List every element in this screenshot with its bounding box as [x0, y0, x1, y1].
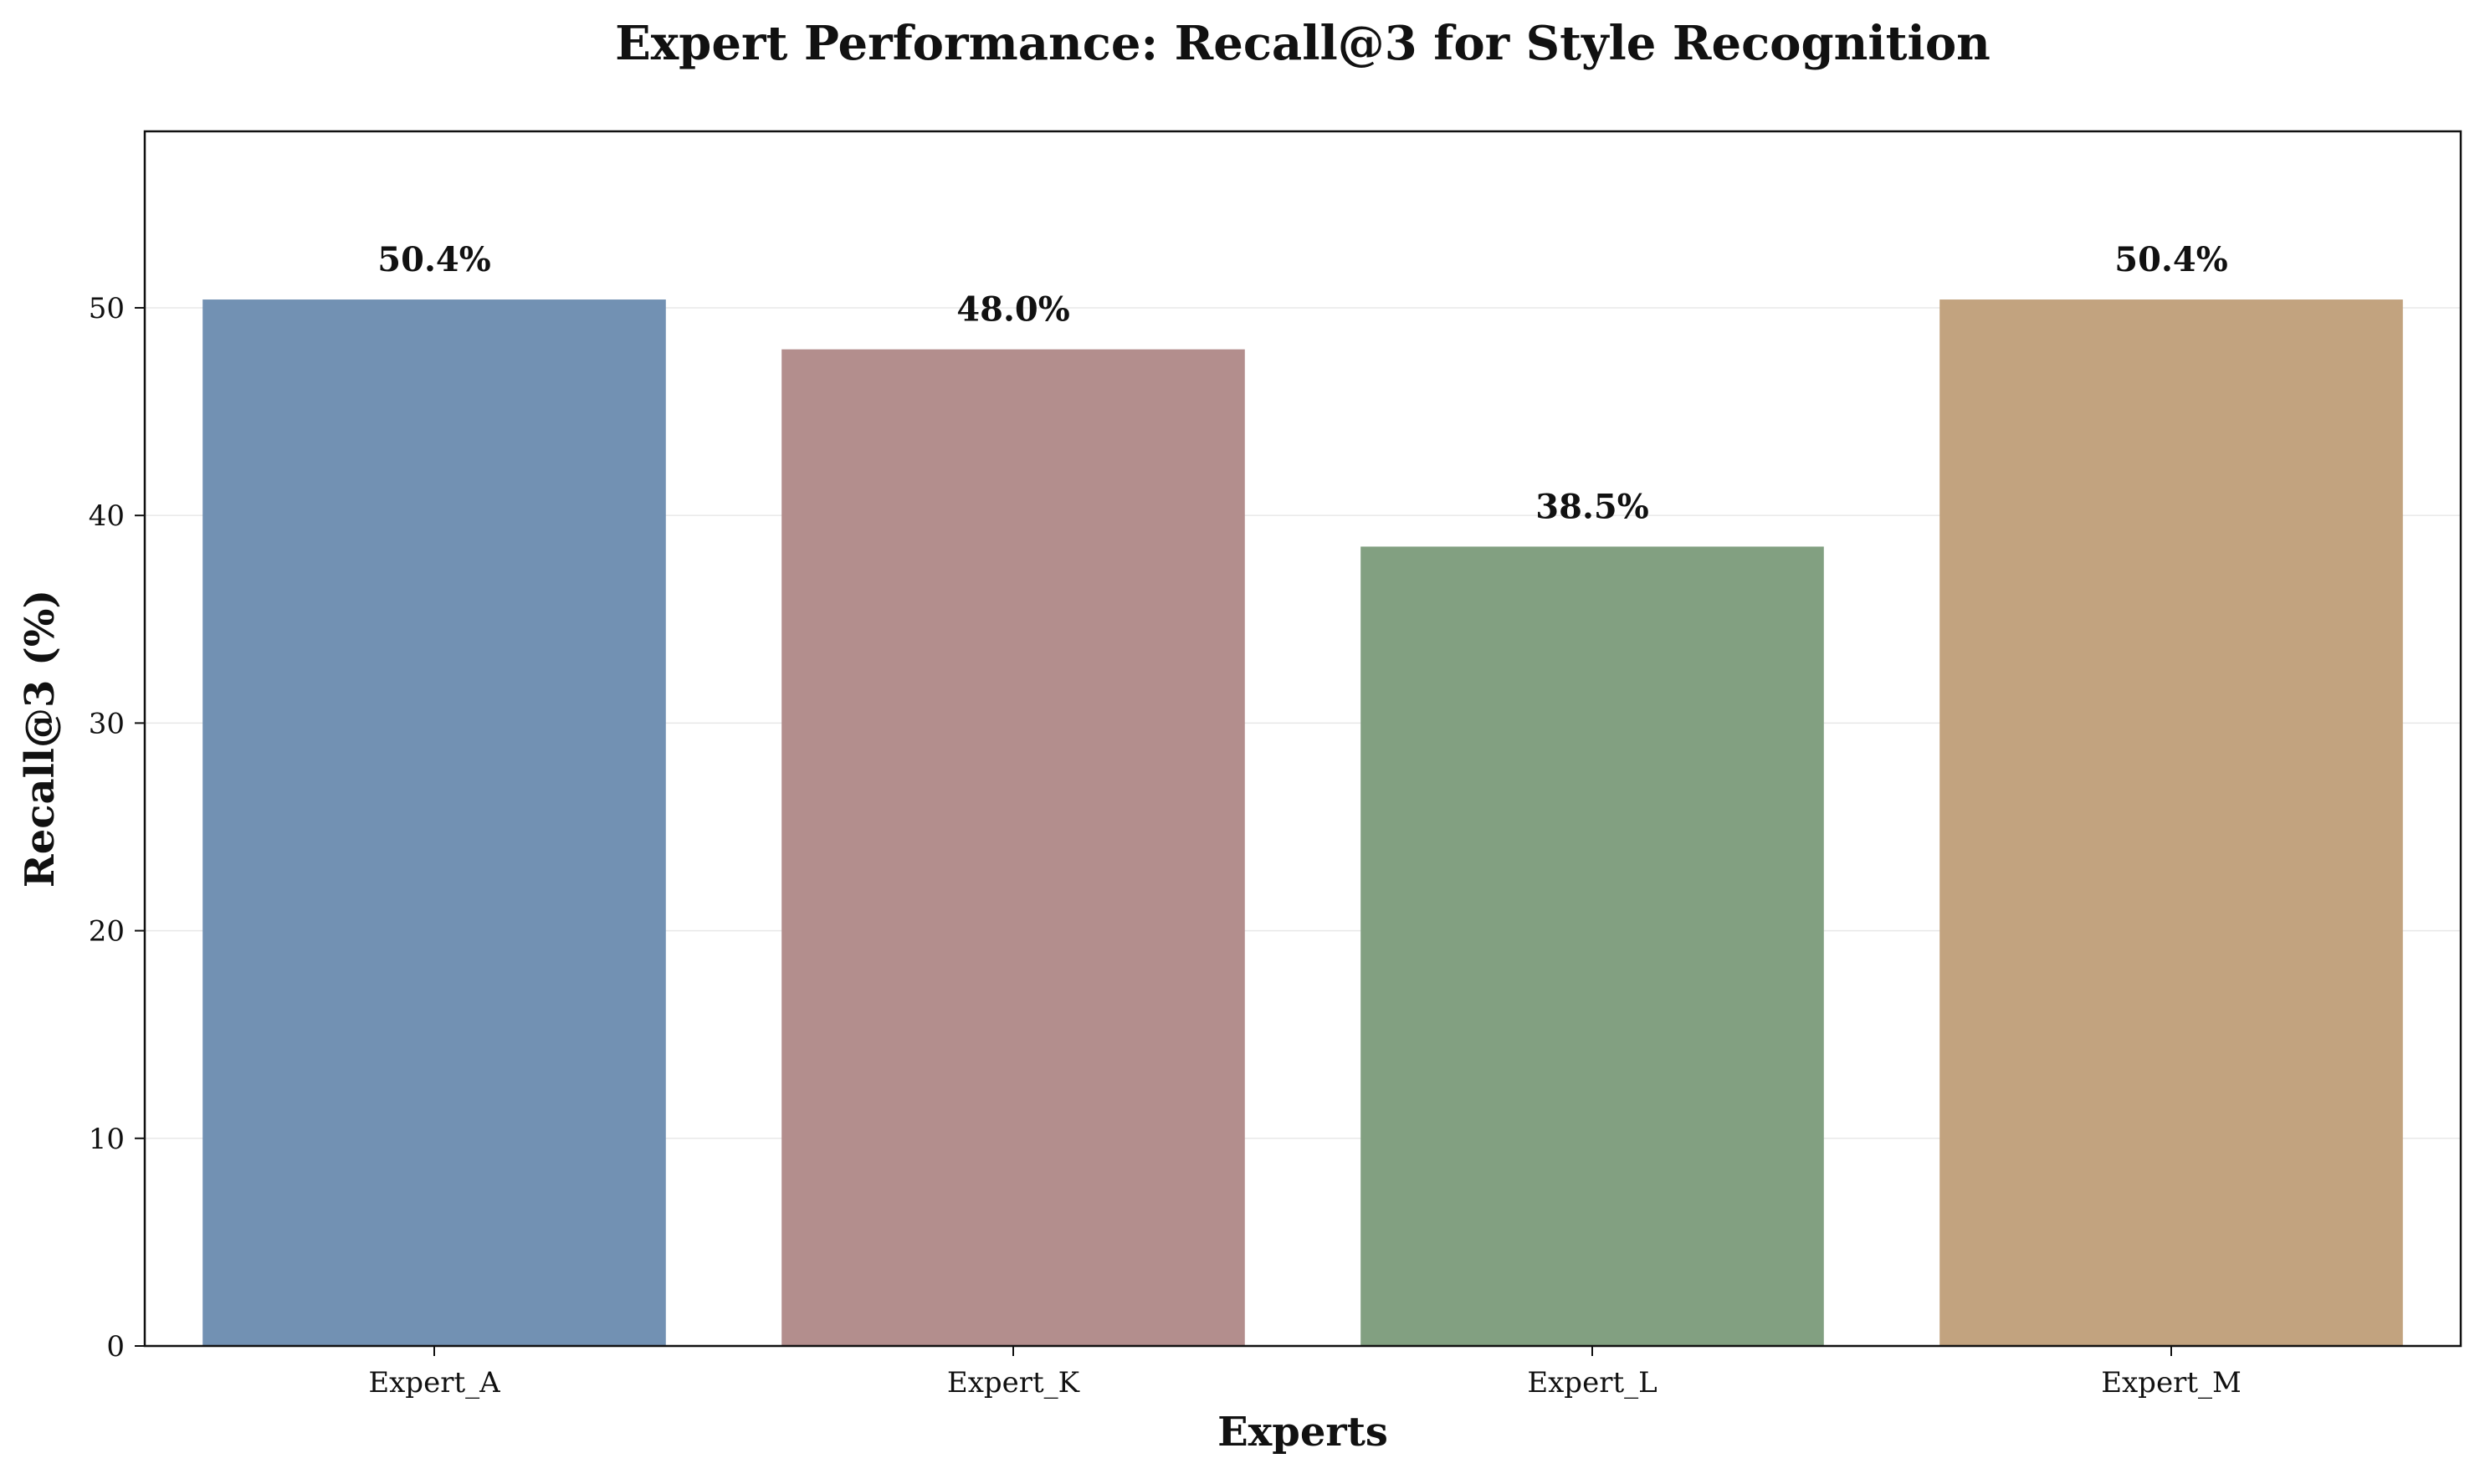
y-tick-label: 20 [89, 915, 125, 949]
y-tick-label: 0 [106, 1330, 125, 1364]
data-label: 48.0% [956, 290, 1069, 330]
data-labels: 50.4% 48.0% 38.5% 50.4% [377, 240, 2227, 526]
data-label: 50.4% [377, 240, 490, 279]
bar-expert-l [1360, 546, 1824, 1346]
x-tick-label: Expert_A [368, 1366, 500, 1400]
chart-title: Expert Performance: Recall@3 for Style R… [615, 16, 1991, 71]
data-label: 38.5% [1535, 487, 1648, 526]
bar-expert-m [1939, 299, 2403, 1346]
bars [202, 299, 2403, 1347]
y-tick-label: 10 [89, 1123, 125, 1156]
y-tick-label: 30 [89, 707, 125, 740]
x-tick-label: Expert_M [2101, 1366, 2242, 1400]
x-tick-label: Expert_L [1527, 1366, 1657, 1400]
y-tick-label: 50 [89, 292, 125, 325]
bar-expert-a [202, 299, 666, 1346]
x-tick-label: Expert_K [947, 1366, 1080, 1400]
y-axis: 0 10 20 30 40 50 [89, 292, 145, 1364]
data-label: 50.4% [2114, 240, 2227, 279]
x-axis-label: Experts [1217, 1409, 1388, 1456]
y-tick-label: 40 [89, 499, 125, 533]
bar-expert-k [781, 349, 1245, 1347]
plot-frame [143, 130, 2462, 1348]
x-axis: Expert_A Expert_K Expert_L Expert_M [368, 1346, 2242, 1400]
y-axis-label: Recall@3 (%) [17, 590, 64, 888]
